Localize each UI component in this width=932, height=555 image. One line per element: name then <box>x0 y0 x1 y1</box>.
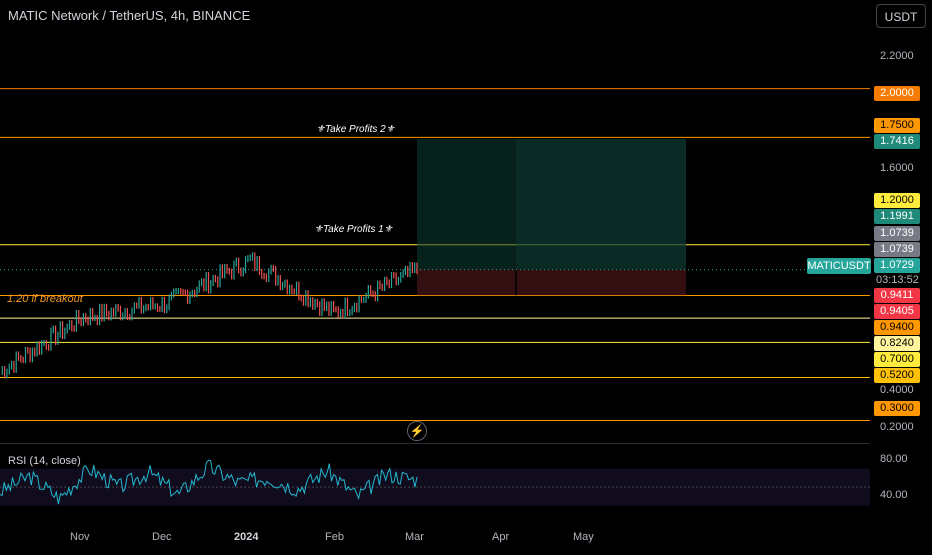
time-axis-label: May <box>573 531 594 543</box>
price-tag: 0.5200 <box>874 368 920 383</box>
price-tag: 1.0739 <box>874 242 920 257</box>
price-axis-label: 1.6000 <box>880 162 914 174</box>
price-tag: 0.9400 <box>874 320 920 335</box>
rsi-title[interactable]: RSI (14, close) <box>8 455 81 467</box>
price-tag: 0.3000 <box>874 401 920 416</box>
breakout-note: 1.20 if breakout <box>7 293 83 305</box>
currency-button[interactable]: USDT <box>876 4 926 28</box>
time-axis-label: Mar <box>405 531 424 543</box>
time-axis-label: Apr <box>492 531 510 543</box>
rsi-axis-label: 40.00 <box>880 489 908 501</box>
rsi-axis-label: 80.00 <box>880 453 908 465</box>
time-axis-label: Feb <box>325 531 344 543</box>
time-axis-label: 2024 <box>234 531 259 543</box>
price-tag: 1.0729 <box>874 258 920 273</box>
price-axis-label: 0.2000 <box>880 421 914 433</box>
profit-zone-extension <box>516 139 686 270</box>
price-tag: 1.2000 <box>874 193 920 208</box>
price-tag: 0.7000 <box>874 352 920 367</box>
price-tag: 2.0000 <box>874 86 920 101</box>
pane-divider[interactable] <box>0 443 870 444</box>
take-profits-1-label: ⚜Take Profits 1⚜ <box>314 224 393 235</box>
bar-countdown: 03:13:52 <box>876 274 919 286</box>
take-profits-2-label: ⚜Take Profits 2⚜ <box>316 124 395 135</box>
price-tag: 1.0739 <box>874 226 920 241</box>
price-tag: 0.9405 <box>874 304 920 319</box>
symbol-tag: MATICUSDT <box>807 258 871 274</box>
rsi-line <box>0 459 418 505</box>
price-axis-label: 0.4000 <box>880 384 914 396</box>
time-axis-label: Nov <box>70 531 90 543</box>
lightning-icon[interactable]: ⚡ <box>407 421 427 441</box>
chart-title: MATIC Network / TetherUS, 4h, BINANCE <box>8 8 251 23</box>
price-tag: 0.8240 <box>874 336 920 351</box>
price-tag: 1.1991 <box>874 209 920 224</box>
price-axis-label: 2.2000 <box>880 50 914 62</box>
loss-zone <box>417 269 686 296</box>
price-tag: 1.7416 <box>874 134 920 149</box>
price-tag: 1.7500 <box>874 118 920 133</box>
price-tag: 0.9411 <box>874 288 920 303</box>
profit-zone <box>417 139 686 270</box>
time-axis-label: Dec <box>152 531 172 543</box>
